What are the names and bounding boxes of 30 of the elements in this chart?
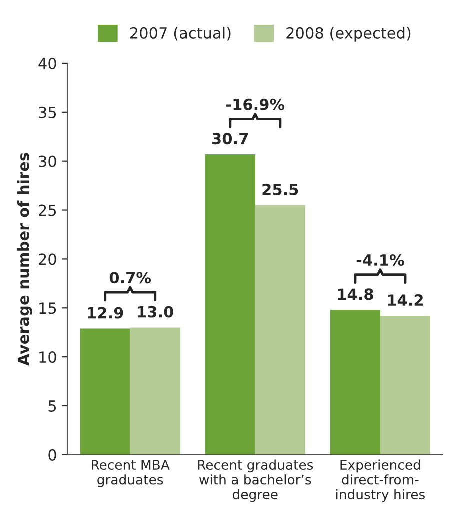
bar (330, 310, 380, 455)
x-tick-label: Recent graduates with a bachelor’s degree (198, 460, 314, 502)
y-tick-label: 40 (38, 58, 56, 70)
y-tick-label: 10 (40, 352, 56, 364)
y-tick-label: 25 (39, 204, 56, 216)
x-tick-label: Recent MBA graduates (92, 460, 170, 488)
y-tick-label: 5 (48, 400, 56, 412)
data-label: 30.7 (212, 133, 248, 145)
bar (255, 205, 306, 455)
data-label: 14.2 (388, 294, 423, 306)
annotation: -4.1% (356, 254, 404, 266)
y-tick-label: 30 (39, 156, 56, 168)
data-label: 14.8 (338, 288, 374, 300)
bar (130, 328, 180, 455)
bar (205, 154, 256, 455)
x-tick-label: Experienced direct-from- industry hires (336, 460, 425, 502)
data-label: 25.5 (262, 184, 298, 196)
y-tick-label: 35 (39, 106, 56, 118)
annotation: 0.7% (110, 272, 152, 284)
legend-label: 2008 (expected) (286, 27, 411, 42)
y-tick-label: 15 (40, 302, 56, 314)
data-label: 12.9 (88, 307, 124, 319)
bar (380, 316, 430, 455)
data-label: 13.0 (138, 306, 174, 318)
y-tick-label: 0 (48, 449, 56, 461)
bar (80, 328, 130, 455)
annotation: -16.9% (226, 98, 285, 110)
y-axis-title: Average number of hires (17, 153, 32, 366)
y-tick-label: 20 (39, 254, 56, 266)
legend-label: 2007 (actual) (130, 27, 231, 41)
